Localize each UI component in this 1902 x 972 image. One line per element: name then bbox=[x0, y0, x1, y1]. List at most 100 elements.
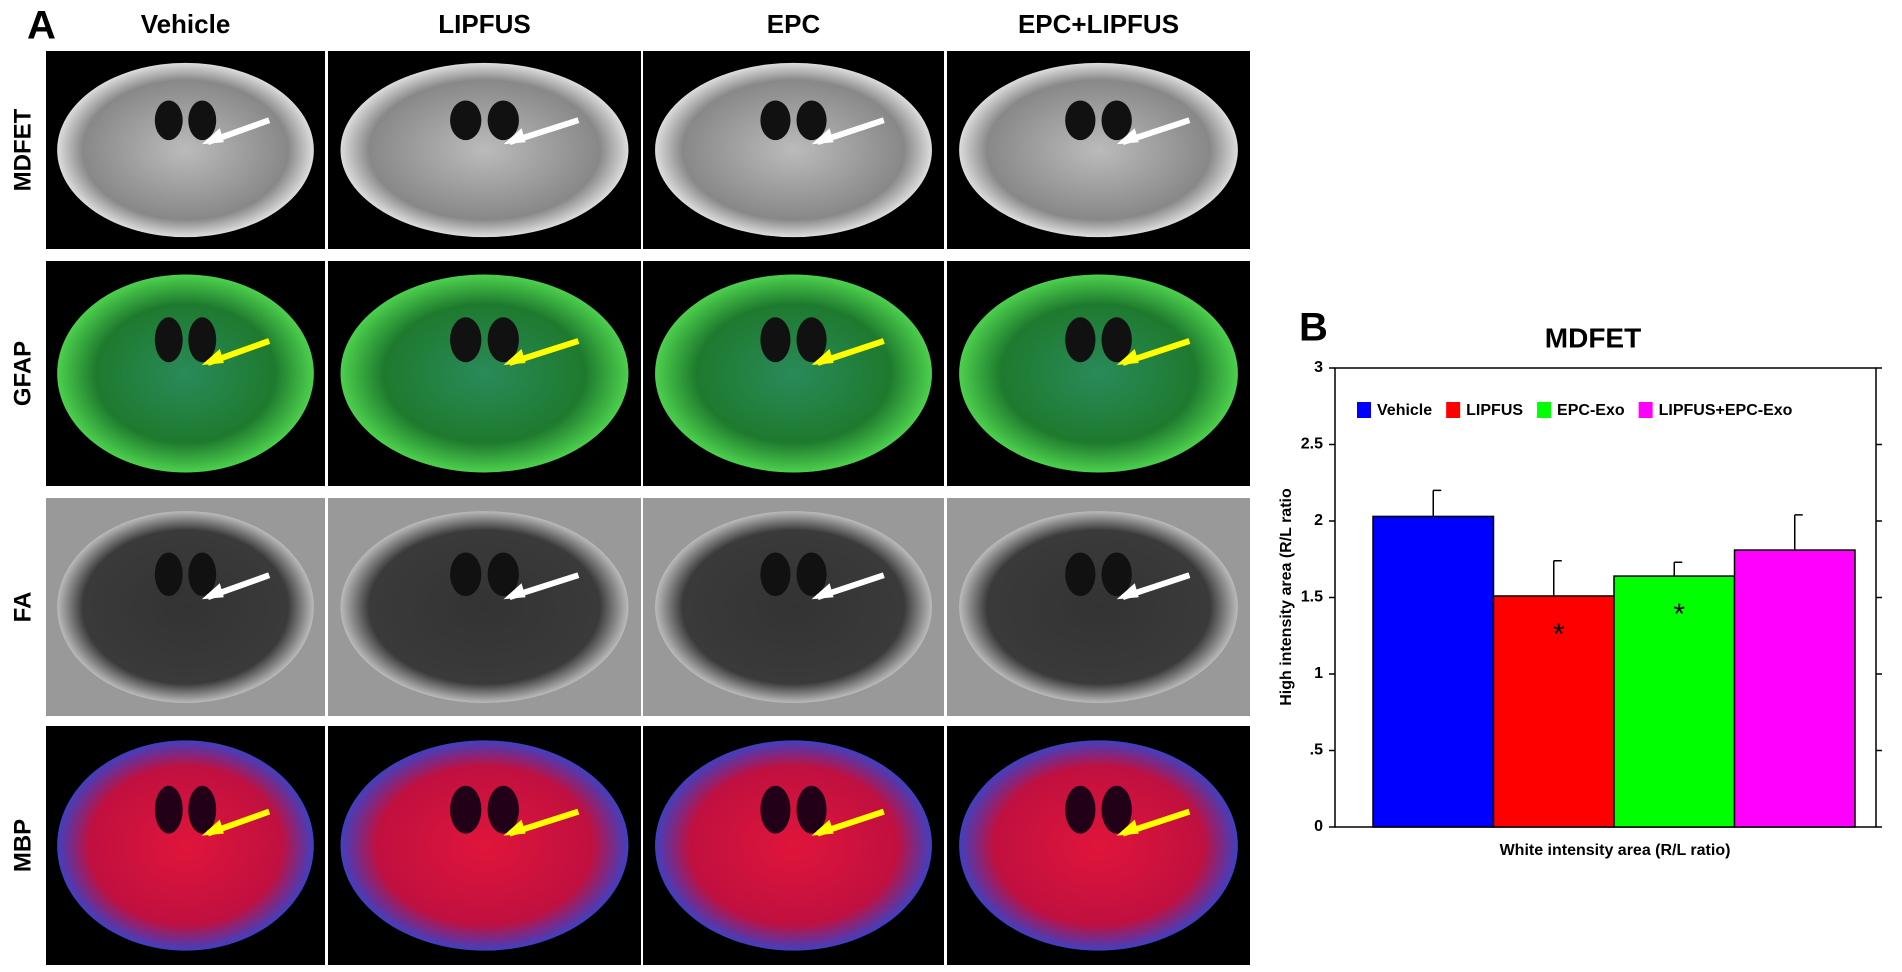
row-label: MDFET bbox=[9, 108, 36, 191]
brain-section bbox=[959, 511, 1238, 703]
chart-title: MDFET bbox=[1545, 322, 1641, 353]
ventricle bbox=[188, 552, 217, 597]
row-label: FA bbox=[9, 592, 36, 623]
y-tick-label: 3 bbox=[1314, 359, 1323, 376]
error-bar bbox=[1553, 560, 1562, 596]
brain-section bbox=[340, 511, 629, 703]
y-tick-label: 2 bbox=[1314, 512, 1323, 529]
bar bbox=[1613, 575, 1736, 828]
ventricle bbox=[154, 785, 183, 834]
ventricle bbox=[188, 785, 217, 834]
arrow-head bbox=[503, 128, 526, 145]
legend-label: Vehicle bbox=[1377, 402, 1432, 419]
ventricle bbox=[1101, 552, 1132, 597]
bar bbox=[1733, 549, 1856, 828]
arrow-head bbox=[503, 819, 526, 836]
arrow-head bbox=[503, 349, 526, 365]
ventricle bbox=[1065, 100, 1096, 141]
column-label: Vehicle bbox=[141, 9, 231, 39]
brain-section bbox=[959, 274, 1238, 473]
significance-mark: * bbox=[1673, 598, 1685, 631]
arrow-head bbox=[1116, 583, 1139, 600]
y-tick-label: 1.5 bbox=[1301, 589, 1323, 606]
ventricle bbox=[760, 785, 791, 834]
arrow-head bbox=[503, 583, 526, 600]
arrow-head bbox=[201, 583, 224, 600]
ventricle bbox=[154, 317, 183, 363]
brain-section bbox=[959, 62, 1238, 238]
ventricle bbox=[154, 552, 183, 597]
arrow-head bbox=[811, 583, 834, 600]
column-label: LIPFUS bbox=[438, 9, 530, 39]
ventricle bbox=[487, 100, 519, 141]
legend-label: LIPFUS+EPC-Exo bbox=[1659, 402, 1793, 419]
column-label: EPC+LIPFUS bbox=[1018, 9, 1179, 39]
brain-section bbox=[655, 511, 932, 703]
ventricle bbox=[487, 785, 519, 834]
ventricle bbox=[796, 100, 827, 141]
ventricle bbox=[1065, 317, 1096, 363]
arrow-head bbox=[811, 128, 834, 145]
brain-section bbox=[655, 740, 932, 951]
significance-mark: * bbox=[1553, 618, 1565, 651]
ventricle bbox=[760, 552, 791, 597]
ventricle bbox=[1065, 552, 1096, 597]
brain-section bbox=[340, 62, 629, 238]
arrow-head bbox=[201, 128, 224, 145]
brain-section bbox=[57, 511, 314, 703]
y-tick-label: 0 bbox=[1314, 818, 1323, 835]
y-tick-label: .5 bbox=[1310, 742, 1323, 759]
brain-section bbox=[655, 62, 932, 238]
brain-section bbox=[655, 274, 932, 473]
ventricle bbox=[760, 100, 791, 141]
ventricle bbox=[487, 552, 519, 597]
ventricle bbox=[154, 100, 183, 141]
error-bar bbox=[1673, 561, 1683, 577]
legend-swatch bbox=[1537, 402, 1552, 418]
ventricle bbox=[796, 552, 827, 597]
brain-section bbox=[57, 62, 314, 238]
ventricle bbox=[1101, 785, 1132, 834]
brain-section bbox=[57, 740, 314, 951]
ventricle bbox=[188, 100, 217, 141]
panel-label: A bbox=[27, 4, 56, 48]
y-axis-label: High intensity area (R/L ratio bbox=[1278, 488, 1295, 706]
error-bar bbox=[1432, 489, 1442, 517]
brain-section bbox=[340, 740, 629, 951]
bar bbox=[1492, 595, 1615, 828]
x-axis-label: White intensity area (R/L ratio) bbox=[1500, 842, 1731, 859]
brain-section bbox=[959, 740, 1238, 951]
y-tick-label: 1 bbox=[1314, 665, 1323, 682]
legend-label: LIPFUS bbox=[1466, 402, 1523, 419]
ventricle bbox=[188, 317, 217, 363]
ventricle bbox=[796, 317, 827, 363]
arrow-head bbox=[201, 349, 224, 365]
column-label: EPC bbox=[767, 9, 821, 39]
ventricle bbox=[760, 317, 791, 363]
error-bar bbox=[1794, 514, 1803, 551]
y-tick-label: 2.5 bbox=[1301, 436, 1323, 453]
ventricle bbox=[450, 552, 482, 597]
arrow-head bbox=[811, 349, 834, 365]
row-label: MBP bbox=[9, 819, 36, 872]
ventricle bbox=[450, 100, 482, 141]
ventricle bbox=[796, 785, 827, 834]
brain-section bbox=[57, 274, 314, 473]
ventricle bbox=[1101, 317, 1132, 363]
arrow-head bbox=[1116, 128, 1139, 145]
row-label: GFAP bbox=[9, 341, 36, 406]
legend-label: EPC-Exo bbox=[1557, 402, 1625, 419]
arrow-head bbox=[811, 819, 834, 836]
ventricle bbox=[1065, 785, 1096, 834]
ventricle bbox=[450, 317, 482, 363]
legend-swatch bbox=[1446, 402, 1461, 418]
panel-label: B bbox=[1299, 306, 1328, 350]
brain-section bbox=[340, 274, 629, 473]
legend-swatch bbox=[1638, 402, 1653, 418]
ventricle bbox=[487, 317, 519, 363]
bar bbox=[1372, 515, 1495, 828]
legend-swatch bbox=[1357, 402, 1371, 418]
arrow-head bbox=[1116, 819, 1139, 836]
ventricle bbox=[1101, 100, 1132, 141]
